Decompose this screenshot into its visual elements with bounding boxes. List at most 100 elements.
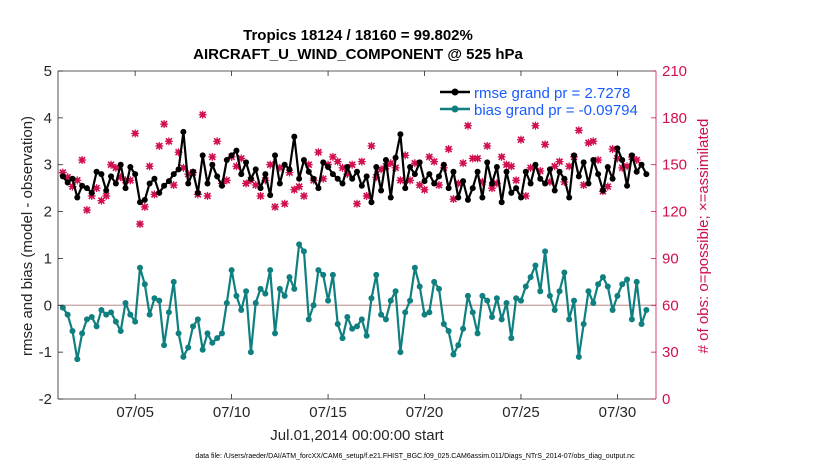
bias-point: [556, 288, 563, 295]
bias-point: [214, 335, 221, 342]
rmse-point: [382, 157, 389, 164]
bias-point: [614, 292, 621, 299]
obs-possible-point: [470, 155, 476, 162]
bias-point: [609, 306, 616, 313]
bias-point: [272, 330, 279, 337]
obs-possible-point: [397, 177, 403, 183]
bias-point: [247, 349, 254, 356]
bias-point: [484, 297, 491, 304]
bias-point: [354, 323, 360, 330]
obs-possible-point: [166, 138, 172, 144]
obs-assimilated-point: [299, 191, 308, 200]
bias-point: [585, 288, 592, 295]
obs-possible-point: [465, 123, 471, 129]
bias-point: [252, 299, 259, 306]
obs-possible-point: [147, 163, 153, 169]
bias-point: [527, 274, 534, 281]
y2-tick-label: 150: [662, 157, 687, 174]
obs-possible-point: [450, 196, 457, 202]
rmse-point: [320, 159, 327, 166]
rmse-point: [551, 187, 558, 194]
bias-point: [276, 285, 283, 292]
rmse-point: [460, 178, 467, 185]
obs-assimilated-point: [425, 152, 434, 161]
bias-point: [503, 299, 510, 306]
y2-tick-label: 30: [662, 344, 679, 361]
obs-assimilated-point: [444, 145, 453, 154]
rmse-point: [503, 168, 510, 175]
obs-assimilated-point: [459, 159, 468, 168]
y2-axis-label: # of obs: o=possible; ×=assimilated: [695, 119, 712, 354]
bias-point: [542, 248, 549, 255]
rmse-point: [79, 182, 86, 189]
bias-point: [310, 302, 317, 309]
obs-possible-point: [349, 162, 355, 168]
obs-possible-point: [484, 143, 490, 149]
x-tick-label: 07/10: [213, 404, 251, 421]
obs-possible-point: [94, 185, 100, 191]
rmse-point: [339, 180, 346, 187]
obs-possible-point: [253, 182, 259, 188]
bias-point: [445, 328, 452, 335]
obs-assimilated-point: [92, 184, 101, 193]
obs-assimilated-point: [208, 152, 217, 161]
obs-assimilated-point: [531, 121, 540, 130]
rmse-point: [325, 164, 332, 171]
x-tick-label: 07/15: [309, 404, 347, 421]
rmse-point: [59, 173, 66, 180]
rmse-point: [69, 175, 76, 182]
obs-assimilated-point: [589, 137, 598, 146]
bias-point: [300, 248, 307, 255]
obs-assimilated-point: [203, 191, 212, 200]
legend: rmse grand pr = 2.7278 bias grand pr = -…: [440, 85, 638, 119]
bias-point: [209, 339, 216, 346]
bias-point: [382, 316, 389, 323]
rmse-point: [233, 147, 240, 154]
bias-point: [165, 309, 172, 316]
bias-point: [127, 311, 134, 318]
bias-point: [604, 283, 611, 290]
bias-point: [339, 335, 346, 342]
rmse-point: [329, 171, 336, 178]
y-tick-label: 2: [44, 204, 52, 221]
obs-assimilated-point: [251, 181, 260, 190]
obs-possible-point: [368, 143, 375, 149]
rmse-point: [344, 164, 351, 171]
rmse-point: [238, 171, 245, 178]
rmse-point: [209, 161, 216, 168]
bias-point: [595, 281, 602, 288]
bias-point: [344, 314, 351, 320]
bias-point: [628, 316, 635, 323]
obs-possible-point: [335, 159, 341, 165]
rmse-point: [489, 180, 496, 187]
obs-assimilated-point: [135, 220, 144, 229]
bias-point: [421, 311, 428, 318]
rmse-point: [98, 171, 105, 178]
rmse-point: [498, 199, 505, 206]
obs-possible-point: [84, 207, 90, 213]
rmse-point: [88, 189, 95, 196]
rmse-point: [513, 185, 520, 192]
bias-point: [267, 267, 274, 274]
legend-label-rmse: rmse grand pr = 2.7278: [474, 85, 630, 102]
bias-point: [320, 271, 327, 278]
rmse-point: [373, 164, 380, 171]
bias-point: [74, 356, 81, 363]
obs-possible-point: [204, 193, 211, 199]
rmse-point: [112, 180, 119, 187]
rmse-point: [590, 157, 597, 164]
bias-point: [64, 311, 71, 318]
rmse-point: [354, 168, 360, 175]
bias-point: [435, 285, 442, 292]
rmse-point: [315, 185, 322, 192]
y-tick-label: -1: [39, 344, 52, 361]
rmse-point: [286, 166, 293, 173]
x-tick-label: 07/05: [116, 404, 154, 421]
obs-possible-point: [214, 138, 220, 144]
rmse-point: [132, 171, 139, 178]
rmse-point: [397, 131, 404, 138]
rmse-point: [127, 164, 134, 171]
bias-point: [257, 285, 264, 292]
rmse-point: [257, 185, 264, 192]
obs-possible-point: [132, 130, 138, 137]
